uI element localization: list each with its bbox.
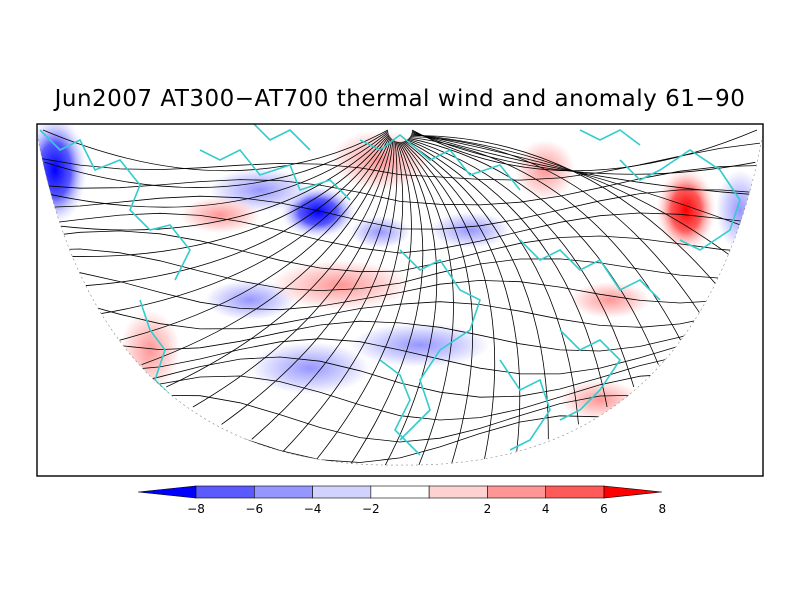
streamline	[166, 139, 393, 388]
streamline	[141, 138, 392, 365]
colorbar-tick-label: −8	[187, 502, 205, 516]
coastline	[379, 359, 421, 456]
streamline	[39, 189, 761, 230]
streamline	[39, 248, 761, 292]
colorbar-tick-label: 4	[542, 502, 550, 516]
colorbar-bin	[312, 485, 372, 499]
streamline	[221, 140, 395, 425]
colorbar-bin	[370, 485, 430, 499]
streamline	[410, 136, 701, 315]
streamline	[68, 134, 390, 257]
streamline	[82, 135, 390, 287]
coastline	[249, 124, 311, 151]
colorbar-bin	[253, 485, 313, 499]
streamline	[408, 137, 659, 365]
colorbar-tick-label: 2	[484, 502, 492, 516]
streamline	[39, 230, 761, 273]
coastline	[499, 359, 551, 451]
streamline	[251, 140, 398, 440]
colorbar-tick-label: −2	[362, 502, 380, 516]
coastline	[399, 249, 481, 441]
streamline	[49, 131, 389, 208]
streamline	[348, 141, 424, 466]
colorbar-arrow-high	[603, 485, 663, 499]
colorbar-tick-label: 8	[658, 502, 666, 516]
map-frame	[36, 123, 764, 477]
streamline	[382, 141, 438, 466]
colorbar-bin	[545, 485, 605, 499]
streamline	[282, 141, 404, 452]
streamline	[99, 136, 391, 315]
hemisphere-boundary	[36, 133, 764, 466]
coastline	[199, 148, 351, 201]
streamline	[39, 212, 761, 254]
colorbar-tick-label: −4	[304, 502, 322, 516]
map-title: Jun2007 AT300−AT700 thermal wind and ano…	[54, 86, 746, 112]
streamline	[39, 165, 761, 206]
streamline	[407, 138, 635, 388]
streamline	[411, 131, 751, 195]
colorbar-tick-label: 6	[600, 502, 608, 516]
streamline	[39, 292, 761, 330]
streamline	[402, 141, 496, 461]
coastline	[359, 133, 521, 191]
coastline	[519, 239, 661, 301]
streamline	[315, 141, 412, 461]
colorbar-bin	[428, 485, 488, 499]
coastline	[559, 329, 622, 421]
streamline	[39, 314, 761, 352]
colorbar-arrow-low	[137, 485, 197, 499]
streamline	[403, 140, 521, 452]
coastlines	[39, 124, 741, 456]
coastline	[619, 149, 741, 251]
streamline	[39, 267, 761, 311]
streamline	[410, 135, 718, 287]
coastline	[39, 129, 191, 281]
streamline	[44, 130, 389, 188]
colorbar-tick-label: −6	[245, 502, 263, 516]
streamline	[192, 139, 394, 408]
streamline	[406, 139, 608, 408]
streamline	[405, 140, 579, 425]
streamline	[42, 129, 389, 172]
streamline	[404, 140, 549, 440]
colorbar-bin	[487, 485, 547, 499]
colorbar-bin	[195, 485, 255, 499]
coastline	[579, 129, 641, 146]
streamline	[411, 130, 756, 175]
streamline	[411, 129, 758, 172]
streamline	[57, 133, 389, 231]
